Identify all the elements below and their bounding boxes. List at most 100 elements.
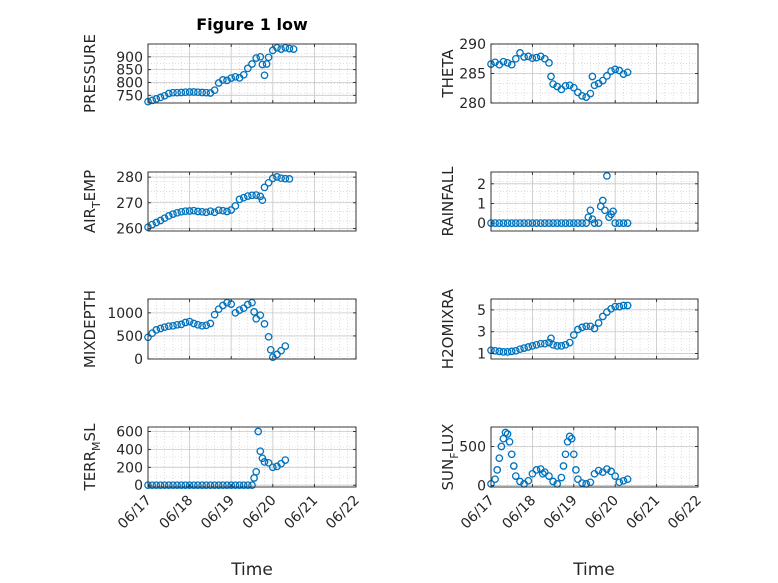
y-tick-label: 850 [116,63,143,79]
data-point [254,427,263,436]
data-point [598,196,607,205]
data-point [574,219,582,227]
data-point [540,54,549,63]
data-point [281,456,290,464]
y-tick-label: 3 [477,325,486,341]
data-point [164,89,173,98]
data-point [503,59,512,67]
data-point [248,298,256,307]
data-point [173,88,181,97]
data-point [586,206,595,215]
data-point [619,70,628,78]
data-point [266,345,275,354]
data-point [540,339,549,348]
data-point [623,301,632,310]
data-point [210,310,219,319]
y-tick-label: 800 [116,75,143,91]
data-point [586,322,595,331]
data-point [603,72,611,80]
data-point [569,450,578,459]
data-point [189,206,198,215]
data-point [565,81,574,90]
data-point [256,447,265,456]
data-point [516,477,524,486]
data-point [185,88,194,96]
data-point [198,207,206,216]
data-point [252,54,261,62]
data-point [603,465,611,473]
data-point [181,318,190,327]
y-axis-label: PRESSURE [81,34,99,113]
data-point [549,80,557,88]
y-tick-label: 500 [459,439,486,455]
data-point [559,462,568,470]
data-point [231,481,240,490]
data-point [561,340,570,349]
data-point [160,91,169,100]
data-point [611,472,620,480]
data-point [495,454,504,463]
data-point [185,207,194,215]
data-point [260,183,269,192]
data-point [553,342,562,350]
y-tick-label: 270 [116,196,143,212]
data-point [511,54,520,63]
data-point [528,342,537,350]
data-point [250,308,258,316]
data-point [262,60,271,68]
data-point [594,219,603,227]
data-point [260,458,269,466]
data-point [185,481,194,490]
data-point [516,49,524,57]
data-point [156,216,165,225]
data-point [156,93,165,102]
data-point [189,481,198,490]
data-point [285,175,294,183]
data-point [619,301,628,310]
data-point [524,476,533,485]
data-point [214,481,223,490]
subplot-mixdepth: 0 500 1000 MIXDEPTH [81,290,357,368]
data-point [545,338,553,347]
y-tick-label: 200 [116,460,143,476]
data-point [181,88,190,97]
data-point [601,206,609,215]
axes-box [147,43,357,104]
data-point [164,212,173,220]
data-point [503,430,512,438]
y-tick-label: 280 [116,170,143,186]
data-point [594,319,603,327]
data-point [588,215,597,224]
data-point [507,60,516,69]
data-point [540,219,549,227]
data-point [509,462,518,470]
data-point [536,52,545,61]
data-point [152,218,161,227]
data-point [623,475,632,484]
data-point [561,219,570,227]
data-point [223,298,231,307]
data-point [615,478,624,487]
data-point [148,96,157,105]
subplot-rainfall: 0 1 2 RAINFALL [439,166,699,236]
data-point [227,481,236,490]
data-point [252,467,261,476]
y-axis-label: TERRMSL [81,423,103,492]
y-tick-label: 400 [116,442,143,458]
data-point [248,191,256,200]
data-point [528,219,537,227]
data-point [598,76,607,85]
y-tick-label: 0 [477,216,486,232]
data-point [590,324,599,333]
axes-box [490,298,699,360]
data-point [202,321,211,330]
data-point [202,88,211,97]
data-point [173,320,181,329]
y-tick-label: 1 [477,347,486,363]
data-point [549,340,557,349]
data-point [578,219,586,227]
data-point [499,348,508,356]
data-point [243,64,252,73]
